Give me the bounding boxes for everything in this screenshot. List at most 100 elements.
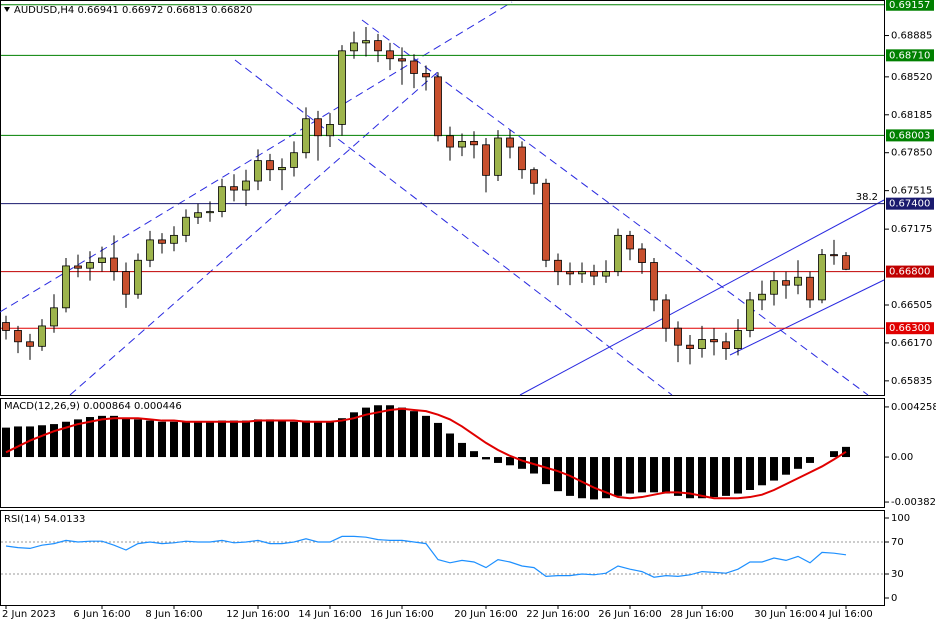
macd-bar [386, 405, 394, 458]
level-tag [886, 0, 934, 11]
x-tick-label: 4 Jul 16:00 [819, 609, 873, 620]
macd-bar [410, 411, 418, 458]
level-tag [886, 197, 934, 210]
macd-bar [362, 407, 370, 458]
macd-bar [242, 420, 250, 458]
macd-bar [830, 451, 838, 458]
y-tick-label: 0.65835 [891, 376, 932, 387]
menu-arrow[interactable] [4, 7, 10, 12]
candle-body [638, 248, 646, 263]
candle-body [2, 322, 10, 331]
macd-bar [806, 457, 814, 463]
y-tick-label: 0 [891, 593, 897, 604]
macd-bar [182, 421, 190, 458]
candle-body [602, 271, 610, 277]
macd-bar [2, 427, 10, 458]
candle-body [686, 344, 694, 349]
macd-bar [62, 421, 70, 458]
channel-line [69, 69, 441, 396]
candle-body [134, 259, 142, 295]
macd-bar [662, 457, 670, 494]
x-tick-label: 20 Jun 16:00 [454, 609, 518, 620]
macd-bar [746, 457, 754, 490]
level-tag [886, 322, 934, 335]
main-pane [0, 0, 885, 396]
candle-body [674, 327, 682, 346]
macd-bar [422, 415, 430, 458]
macd-bar [218, 420, 226, 458]
candle-body [110, 257, 118, 272]
candle-body [266, 160, 274, 171]
macd-bar [698, 457, 706, 499]
macd-bar [158, 421, 166, 458]
candle-body [734, 330, 742, 349]
candle-body [170, 234, 178, 244]
x-tick-label: 26 Jun 16:00 [598, 609, 662, 620]
candle-body [554, 259, 562, 272]
macd-bar [638, 457, 646, 493]
candle-body [278, 167, 286, 171]
candle-body [518, 146, 526, 171]
macd-bar [98, 415, 106, 458]
macd-bar [518, 457, 526, 469]
candle-body [362, 40, 370, 44]
candle-body [578, 271, 586, 275]
candle-body [698, 339, 706, 349]
candle-body [14, 330, 22, 343]
candle-body [566, 271, 574, 275]
candle-body [86, 262, 94, 269]
y-tick-label: 0.68520 [891, 72, 932, 83]
level-label: 0.66800 [889, 267, 930, 278]
y-tick-label: 70 [891, 537, 904, 548]
macd-title: MACD(12,26,9) 0.000864 0.000446 [4, 401, 182, 412]
x-tick-label: 28 Jun 16:00 [670, 609, 734, 620]
candle-body [98, 257, 106, 263]
macd-bar [758, 457, 766, 486]
candle-body [626, 234, 634, 250]
macd-bar [110, 415, 118, 458]
macd-bar [38, 425, 46, 458]
macd-bar [314, 421, 322, 458]
candle-body [722, 341, 730, 349]
candle-body [782, 280, 790, 286]
candle-body [746, 299, 754, 331]
x-tick-label: 6 Jun 16:00 [73, 609, 130, 620]
macd-bar [302, 420, 310, 458]
level-label: 0.66300 [889, 323, 930, 334]
candle-body [794, 276, 802, 286]
x-tick-label: 14 Jun 16:00 [298, 609, 362, 620]
candle-body [770, 280, 778, 295]
candle-body [758, 293, 766, 301]
candle-body [218, 186, 226, 212]
candle-body [326, 124, 334, 137]
level-tag [886, 49, 934, 62]
candle-body [374, 40, 382, 52]
signal-line [5, 407, 847, 500]
candle-body [494, 137, 502, 176]
candle-body [38, 325, 46, 347]
candle-body [842, 255, 850, 270]
channel-line [234, 59, 673, 396]
y-tick-label: 0.68185 [891, 110, 932, 121]
macd-bar [494, 457, 502, 463]
candle-body [242, 180, 250, 191]
candle-body [710, 339, 718, 343]
macd-bar [482, 457, 490, 460]
macd-bar [602, 457, 610, 499]
candle-body [230, 186, 238, 191]
channel-line [729, 279, 885, 356]
candle-body [338, 50, 346, 125]
candle-body [26, 341, 34, 347]
macd-bar [722, 457, 730, 496]
y-tick-label: 0.68885 [891, 31, 932, 42]
level-tag [886, 265, 934, 278]
x-tick-label: 30 Jun 16:00 [754, 609, 818, 620]
candle-body [650, 262, 658, 301]
channel-line [519, 199, 885, 396]
level-tag [886, 129, 934, 142]
chart-title: AUDUSD,H4 0.66941 0.66972 0.66813 0.6682… [14, 5, 252, 16]
macd-bar [374, 405, 382, 458]
level-label: 0.68003 [889, 130, 930, 141]
macd-bar [278, 420, 286, 458]
